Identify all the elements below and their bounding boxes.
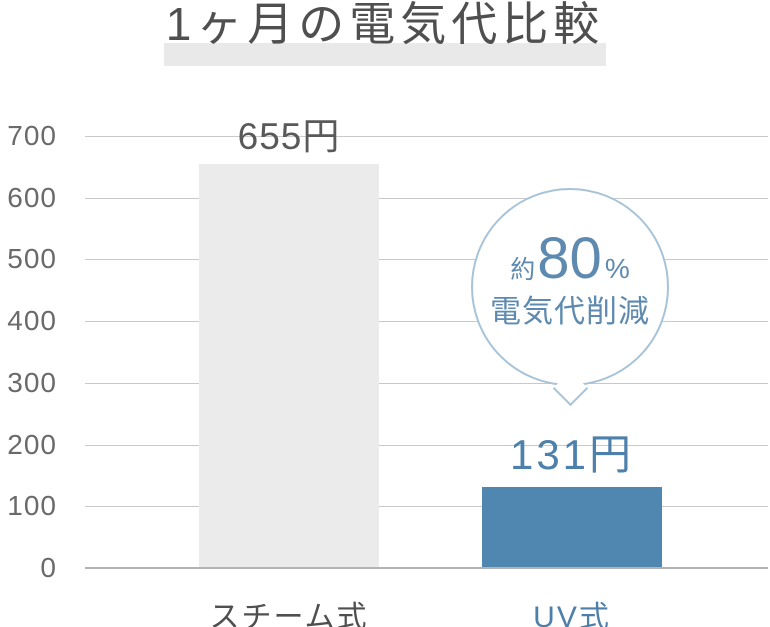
callout-bubble: 約 80 % 電気代削減 <box>471 188 669 386</box>
callout-value: 80 <box>537 225 602 291</box>
bar-value-label: 655円 <box>237 116 341 157</box>
y-tick-label: 100 <box>7 490 57 522</box>
gridline <box>85 197 768 199</box>
gridline <box>85 506 768 508</box>
bar-value-label: 131円 <box>509 431 635 478</box>
gridline <box>85 259 768 261</box>
gridline <box>85 136 768 137</box>
y-tick-label: 600 <box>7 181 57 213</box>
title-highlight <box>164 43 606 66</box>
y-tick-label: 300 <box>7 366 57 398</box>
callout-percentage: 約 80 % <box>510 225 630 291</box>
y-tick-label: 500 <box>7 243 57 275</box>
y-tick-label: 700 <box>7 120 57 151</box>
bar-スチーム式 <box>199 163 379 568</box>
bar-UV式 <box>482 487 662 568</box>
gridline <box>85 382 768 384</box>
x-axis-label: UV式 <box>533 601 611 627</box>
y-tick-label: 0 <box>40 552 57 583</box>
gridline <box>85 444 768 446</box>
chart-title: 1ヶ月の電気代比較 <box>165 0 605 50</box>
callout-caption: 電気代削減 <box>490 293 650 329</box>
gridline <box>85 321 768 323</box>
percent-sign: % <box>604 252 630 284</box>
y-tick-label: 400 <box>7 305 57 337</box>
title-area: 1ヶ月の電気代比較 <box>0 0 770 70</box>
y-tick-label: 200 <box>7 428 57 460</box>
x-axis-baseline <box>85 567 768 569</box>
callout-prefix: 約 <box>510 255 536 284</box>
x-axis-label: スチーム式 <box>209 601 369 627</box>
